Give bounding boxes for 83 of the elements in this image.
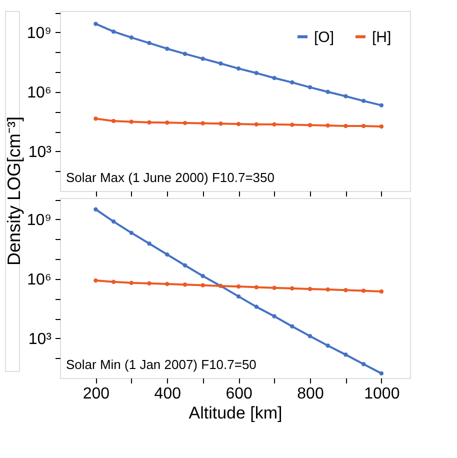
annotation: Solar Min (1 Jan 2007) F10.7=50: [66, 357, 256, 372]
point: [254, 285, 259, 290]
point: [290, 122, 294, 127]
point: [361, 124, 366, 128]
x-tick-label: 400: [154, 386, 182, 402]
point: [94, 22, 98, 26]
point: [326, 123, 330, 128]
point: [344, 352, 348, 357]
point: [254, 304, 259, 309]
point: [182, 120, 188, 126]
point: [129, 35, 134, 40]
x-axis-title: Altitude [km]: [188, 404, 282, 422]
point: [361, 362, 366, 366]
point: [147, 242, 152, 246]
point: [272, 76, 276, 80]
point: [308, 334, 312, 338]
point: [326, 90, 330, 94]
point: [111, 118, 116, 124]
point: [254, 122, 259, 126]
point: [236, 294, 241, 299]
point: [129, 230, 134, 235]
point: [129, 120, 134, 124]
point: [344, 288, 348, 292]
point: [254, 70, 259, 76]
point: [200, 283, 205, 288]
point: [182, 282, 188, 287]
point: [344, 94, 348, 98]
y-tick-label: 10⁶: [27, 271, 52, 288]
point: [290, 324, 294, 329]
point: [200, 56, 205, 61]
legend-label: [H]: [372, 28, 392, 46]
point: [182, 263, 188, 268]
point: [290, 286, 294, 291]
point: [361, 98, 366, 104]
point: [379, 371, 384, 376]
point: [236, 284, 241, 289]
point: [308, 286, 312, 292]
y-axis-title: Density LOG[cm⁻³]: [4, 116, 24, 266]
x-tick-label: 800: [297, 386, 324, 402]
point: [236, 122, 241, 126]
x-tick-label: 1000: [364, 386, 400, 402]
point: [165, 282, 170, 286]
point: [379, 289, 384, 294]
point: [326, 287, 330, 292]
point: [236, 66, 241, 71]
point: [111, 29, 116, 34]
point: [94, 278, 98, 283]
point: [272, 122, 276, 126]
point: [147, 120, 152, 124]
point: [379, 103, 384, 108]
point: [200, 274, 205, 278]
point: [147, 40, 152, 46]
point: [165, 252, 170, 257]
point: [272, 286, 276, 290]
point: [165, 46, 170, 51]
point: [290, 80, 294, 85]
y-tick-label: 10⁹: [26, 212, 52, 229]
y-tick-label: 10³: [28, 330, 52, 348]
point: [326, 344, 330, 348]
point: [182, 52, 188, 56]
point: [379, 124, 384, 129]
x-tick-label: 200: [82, 386, 110, 402]
y-tick-label: 10⁶: [27, 84, 52, 102]
point: [129, 280, 134, 285]
point: [111, 219, 116, 224]
point: [218, 61, 223, 66]
point: [308, 123, 312, 128]
point: [218, 122, 223, 126]
annotation: Solar Max (1 June 2000) F10.7=350: [66, 170, 274, 185]
point: [308, 85, 312, 90]
point: [200, 121, 205, 126]
point: [165, 120, 170, 125]
point: [111, 280, 116, 284]
point: [94, 116, 98, 121]
legend-label: [O]: [314, 28, 334, 46]
point: [344, 124, 348, 128]
y-tick-label: 10⁹: [26, 24, 52, 42]
point: [272, 314, 276, 318]
x-tick-label: 600: [226, 386, 253, 402]
point: [94, 207, 98, 212]
point: [147, 281, 152, 286]
point: [361, 288, 366, 293]
y-tick-label: 10³: [28, 144, 52, 161]
